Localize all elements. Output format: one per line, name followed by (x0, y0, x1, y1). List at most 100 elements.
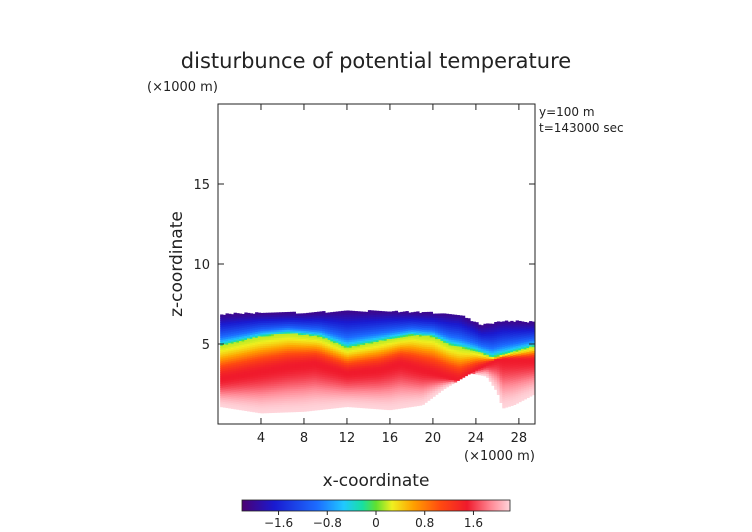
field-cell (365, 392, 369, 396)
field-cell (432, 336, 436, 340)
field-cell (443, 374, 447, 378)
field-cell (488, 375, 493, 378)
field-cell (341, 341, 345, 345)
field-cell (300, 342, 305, 345)
field-cell (271, 350, 275, 354)
field-cell (354, 364, 358, 368)
field-cell (397, 319, 401, 323)
field-cell (236, 318, 240, 322)
field-cell (332, 313, 337, 317)
field-cell (343, 335, 348, 339)
field-cell (306, 368, 310, 372)
field-cell (354, 362, 358, 366)
field-cell (249, 319, 253, 322)
field-cell (507, 352, 511, 355)
field-cell (346, 343, 350, 346)
field-cell (405, 328, 409, 331)
field-cell (365, 327, 369, 330)
field-cell (440, 388, 444, 391)
field-cell (222, 318, 227, 322)
field-cell (230, 321, 235, 325)
field-cell (448, 331, 452, 334)
field-cell (276, 329, 280, 333)
field-cell (257, 341, 262, 344)
field-cell (236, 322, 240, 326)
field-cell (373, 391, 377, 394)
field-cell (359, 349, 364, 353)
field-cell (437, 319, 442, 322)
field-cell (392, 389, 396, 393)
field-cell (389, 338, 393, 341)
field-cell (308, 395, 313, 398)
field-cell (252, 371, 256, 374)
field-cell (308, 364, 313, 367)
field-cell (332, 361, 337, 365)
field-cell (322, 353, 326, 356)
field-cell (394, 374, 399, 377)
field-cell (222, 359, 227, 362)
field-cell (381, 357, 385, 360)
field-cell (281, 354, 286, 357)
field-cell (241, 363, 245, 367)
field-cell (373, 322, 377, 325)
field-cell (367, 388, 372, 392)
field-cell (308, 398, 313, 402)
field-cell (292, 330, 296, 334)
field-cell (238, 315, 243, 318)
field-cell (244, 395, 248, 398)
field-cell (306, 387, 310, 391)
field-cell (233, 383, 237, 387)
field-cell (357, 389, 361, 393)
field-cell (504, 385, 509, 389)
field-cell (265, 333, 270, 337)
field-cell (373, 356, 377, 360)
field-cell (362, 340, 366, 343)
field-cell (346, 391, 350, 394)
field-cell (367, 333, 372, 336)
field-cell (478, 336, 482, 339)
field-cell (386, 336, 390, 340)
field-cell (260, 395, 264, 399)
field-cell (394, 345, 399, 348)
field-cell (257, 364, 262, 368)
field-cell (322, 385, 326, 389)
field-cell (276, 344, 280, 348)
field-cell (367, 373, 372, 377)
field-cell (502, 390, 506, 393)
field-cell (233, 389, 237, 393)
field-cell (249, 409, 253, 412)
field-cell (413, 357, 417, 361)
field-cell (429, 338, 433, 342)
field-cell (413, 344, 417, 347)
field-cell (300, 340, 305, 343)
field-cell (365, 338, 369, 342)
field-cell (480, 359, 485, 363)
field-cell (230, 367, 235, 371)
field-cell (459, 361, 463, 364)
field-cell (443, 340, 447, 343)
field-cell (330, 383, 334, 386)
field-cell (408, 343, 412, 346)
field-cell (370, 337, 374, 340)
field-cell (400, 323, 404, 326)
field-cell (244, 314, 248, 317)
field-cell (464, 325, 468, 329)
field-cell (276, 314, 280, 317)
field-cell (507, 392, 511, 396)
field-cell (241, 342, 245, 346)
field-cell (502, 344, 506, 347)
field-cell (386, 326, 390, 330)
field-cell (238, 376, 243, 380)
field-cell (354, 341, 358, 345)
field-cell (410, 327, 415, 331)
field-cell (241, 377, 245, 380)
field-cell (338, 340, 342, 343)
field-cell (249, 313, 253, 316)
field-cell (290, 402, 294, 405)
field-cell (290, 334, 294, 338)
field-cell (252, 394, 256, 397)
field-cell (507, 373, 511, 377)
field-cell (504, 347, 509, 350)
field-cell (427, 390, 431, 394)
field-cell (496, 357, 501, 361)
